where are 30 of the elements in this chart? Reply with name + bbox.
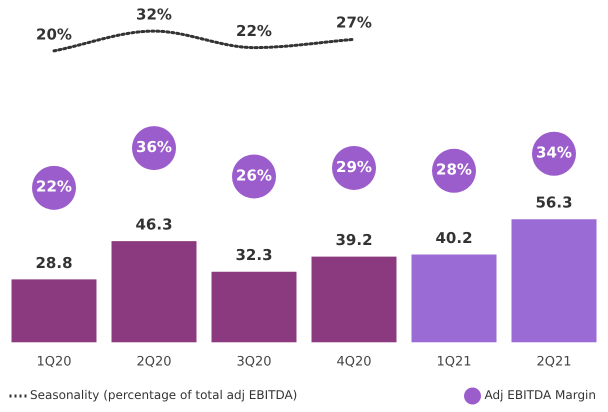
data-label: 22%	[36, 178, 72, 196]
data-label: 28.8	[35, 254, 73, 272]
data-label: 46.3	[135, 216, 173, 234]
x-tick-label: 4Q20	[336, 354, 372, 370]
x-tick-label: 1Q21	[436, 354, 472, 370]
x-tick-label: 3Q20	[236, 354, 272, 370]
data-label: 56.3	[535, 194, 573, 212]
bar	[312, 256, 396, 342]
data-label: 32%	[136, 5, 172, 24]
x-tick-label: 2Q20	[136, 354, 172, 370]
data-label: 34%	[536, 144, 572, 162]
x-tick-label: 1Q20	[36, 354, 72, 370]
data-label: 27%	[336, 14, 372, 32]
bar	[12, 279, 96, 342]
data-label: 20%	[36, 25, 72, 44]
legend-label: Seasonality (percentage of total adj EBITDA)	[30, 388, 298, 402]
data-label: 40.2	[435, 228, 473, 247]
bar	[412, 254, 496, 342]
legend-label: Adj EBITDA Margin	[484, 388, 596, 402]
x-tick-label: 2Q21	[536, 354, 572, 370]
data-label: 32.3	[235, 246, 273, 264]
data-label: 39.2	[335, 231, 373, 250]
bar	[212, 272, 296, 342]
data-label: 28%	[436, 160, 472, 179]
data-label: 22%	[236, 22, 272, 40]
bar	[512, 219, 596, 342]
bar	[112, 241, 196, 342]
data-label: 36%	[136, 138, 172, 156]
data-label: 29%	[336, 158, 372, 176]
data-label: 26%	[236, 166, 272, 184]
